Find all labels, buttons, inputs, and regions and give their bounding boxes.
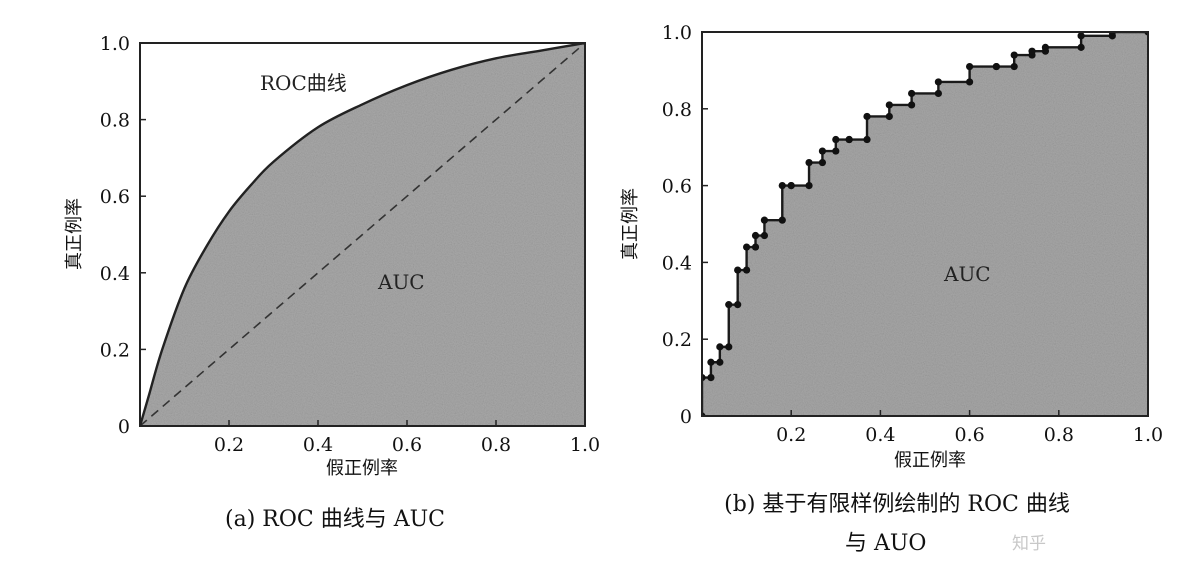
roc-sample-point	[832, 147, 840, 155]
x-tick-label: 0.6	[392, 434, 422, 456]
roc-sample-point	[743, 243, 751, 251]
roc-sample-point	[832, 135, 840, 144]
y-tick-label: 0.8	[662, 99, 692, 121]
auc-label-a: AUC	[377, 270, 425, 294]
roc-sample-point	[885, 112, 893, 121]
x-tick-label: 0.2	[776, 424, 806, 446]
roc-sample-point	[863, 135, 871, 144]
y-tick-label: 0.4	[100, 263, 130, 285]
roc-sample-point	[805, 158, 813, 167]
y-tick-label: 0	[118, 416, 130, 438]
plot-frame-a	[139, 42, 586, 427]
x-tick-label: 1.0	[1133, 424, 1163, 446]
y-tick-label: 1.0	[100, 33, 130, 55]
roc-sample-point	[734, 266, 742, 274]
y-tick-label: 0.2	[100, 339, 130, 361]
y-tick-label: 0	[680, 406, 692, 428]
roc-sample-point	[805, 182, 813, 190]
roc-sample-point	[908, 101, 916, 109]
roc-sample-point	[1077, 32, 1085, 40]
roc-sample-point	[751, 243, 760, 251]
roc-sample-point	[778, 216, 786, 224]
roc-sample-point	[760, 216, 769, 224]
roc-sample-point	[845, 135, 853, 144]
y-tick-label: 0.6	[662, 176, 692, 198]
roc-sample-point	[934, 78, 942, 86]
x-tick-label: 0.4	[303, 434, 333, 456]
y-axis-label-b: 真正例率	[620, 188, 641, 260]
roc-sample-point	[725, 301, 733, 309]
auc-area-b	[702, 32, 1148, 416]
roc-sample-point	[751, 231, 760, 240]
roc-sample-point	[734, 301, 742, 309]
roc-sample-point	[1041, 43, 1050, 51]
roc-sample-point	[818, 147, 827, 155]
x-tick-label: 0.2	[214, 434, 244, 456]
roc-sample-point	[760, 231, 769, 240]
roc-sample-point	[707, 358, 715, 366]
chart-panel-a: 0.2 0.4 0.6 0.8 1.0 0 0.2 0.4 0.6 0.8 1.0 ROC曲线 A…	[64, 33, 600, 532]
y-tick-label: 0.8	[100, 110, 130, 132]
y-tick-label: 0.4	[662, 252, 692, 274]
watermark-text: 知乎	[1012, 534, 1046, 554]
roc-curve-label: ROC曲线	[260, 71, 347, 95]
roc-sample-point	[992, 62, 1000, 71]
roc-sample-point	[966, 78, 974, 86]
diagonal-dashed-line	[140, 43, 585, 426]
roc-sample-point	[716, 358, 724, 366]
roc-sample-point	[787, 182, 795, 190]
caption-b-line1: (b) 基于有限样例绘制的 ROC 曲线	[724, 492, 1070, 517]
roc-sample-point	[1077, 43, 1085, 51]
plot-frame-b	[701, 31, 1149, 417]
y-tick-label: 1.0	[662, 22, 692, 44]
roc-sample-point	[1010, 62, 1018, 71]
x-tick-label: 0.8	[1044, 424, 1074, 446]
roc-curve-line	[140, 43, 585, 426]
roc-sample-point	[716, 343, 724, 351]
y-tick-label: 0.2	[662, 329, 692, 351]
roc-sample-point	[1028, 47, 1036, 55]
chart-panel-b: 0.2 0.4 0.6 0.8 1.0 0 0.2 0.4 0.6 0.8 1.0 AUC 假正例…	[620, 22, 1163, 556]
x-axis-label-a: 假正例率	[326, 458, 398, 479]
y-axis-label-a: 真正例率	[64, 198, 85, 270]
y-tick-label: 0.6	[100, 186, 130, 208]
roc-sample-point	[1010, 51, 1018, 59]
x-tick-label: 0.4	[865, 424, 895, 446]
x-tick-label: 0.8	[481, 434, 511, 456]
roc-sample-point	[966, 62, 974, 71]
roc-sample-point	[743, 266, 751, 274]
roc-sample-point	[934, 89, 942, 98]
roc-sample-point	[863, 112, 871, 121]
roc-sample-point	[725, 343, 733, 351]
caption-a: (a) ROC 曲线与 AUC	[225, 507, 445, 532]
x-tick-label: 0.6	[954, 424, 984, 446]
auc-label-b: AUC	[943, 262, 991, 286]
x-axis-label-b: 假正例率	[894, 450, 966, 471]
roc-sample-point	[818, 158, 827, 167]
roc-sample-point	[707, 374, 715, 382]
roc-sample-point	[778, 182, 786, 190]
caption-b-line2: 与 AUO	[845, 531, 926, 556]
x-tick-label: 1.0	[570, 434, 600, 456]
roc-sample-point	[908, 89, 916, 98]
roc-sample-point	[885, 101, 893, 109]
